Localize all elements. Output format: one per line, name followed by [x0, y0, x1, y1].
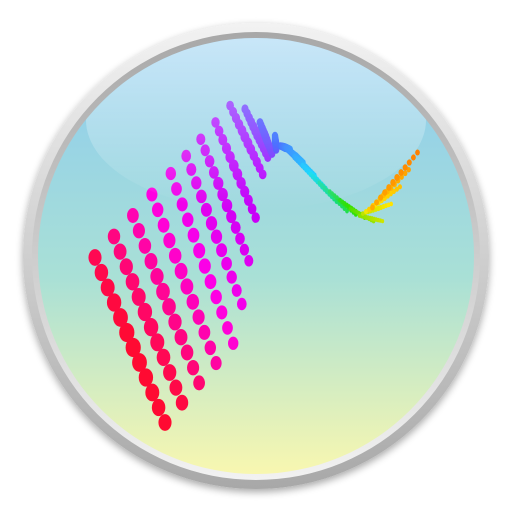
surface-dot-44: [163, 232, 176, 249]
surface-dot-34: [132, 222, 145, 239]
surface-dot-23: [107, 228, 121, 245]
surface-dot-302: [378, 194, 384, 201]
surface-dot-53: [198, 258, 211, 274]
surface-dot-26: [180, 344, 194, 361]
surface-dot-304: [386, 184, 392, 191]
surface-dot-311: [415, 149, 420, 156]
surface-dot-308: [402, 164, 408, 171]
surface-dot-21: [119, 258, 133, 276]
surface-dot-74: [235, 232, 245, 245]
surface-dot-54: [193, 243, 206, 259]
surface-dot-306: [394, 174, 400, 181]
surface-dot-6: [119, 322, 135, 343]
surface-dot-301: [374, 199, 380, 206]
surface-dot-7: [113, 308, 128, 327]
surface-dot-14: [163, 364, 177, 381]
surface-dot-8: [106, 293, 122, 312]
surface-dot-49: [222, 321, 233, 335]
surface-dot-17: [143, 318, 159, 337]
surface-dot-55: [187, 227, 200, 243]
surface-dot-37: [204, 340, 217, 356]
surface-dot-19: [131, 287, 146, 306]
surface-dot-45: [157, 217, 170, 233]
surface-dot-56: [182, 212, 194, 228]
surface-dot-76: [226, 210, 237, 224]
surface-dot-11: [88, 249, 102, 266]
surface-dot-15: [156, 348, 171, 367]
surface-dot-35: [127, 208, 139, 223]
surface-dot-39: [192, 309, 205, 325]
surface-dot-48: [228, 336, 239, 350]
surface-dot-275: [389, 201, 394, 207]
surface-dot-3: [138, 368, 154, 387]
surface-dot-60: [236, 297, 247, 311]
surface-dot-33: [138, 237, 152, 254]
surface-dot-36: [210, 356, 222, 371]
surface-dot-13: [169, 379, 183, 396]
surface-dot-38: [198, 324, 211, 340]
surface-dot-40: [186, 293, 200, 310]
surface-dot-300: [370, 204, 375, 211]
surface-dot-50: [216, 305, 228, 320]
surface-dot-52: [204, 274, 217, 290]
surface-dot-298: [402, 170, 408, 177]
surface-dot-309: [406, 159, 412, 166]
gloss-highlight: [86, 38, 426, 210]
surface-dot-0: [158, 414, 172, 431]
surface-dot-24: [193, 375, 205, 391]
surface-dot-28: [168, 313, 182, 331]
surface-dot-66: [205, 216, 218, 231]
surface-dot-43: [168, 247, 182, 264]
surface-dot-16: [150, 333, 165, 352]
surface-dot-25: [187, 359, 200, 376]
surface-dot-30: [156, 282, 170, 301]
surface-dot-10: [94, 263, 109, 282]
surface-dot-1: [151, 398, 166, 417]
surface-dot-12: [175, 394, 189, 411]
surface-dot-65: [210, 229, 223, 244]
surface-dot-20: [125, 273, 140, 291]
surface-dot-285: [391, 188, 396, 195]
surface-dot-75: [230, 221, 241, 234]
surface-dot-22: [113, 243, 127, 260]
surface-dot-64: [216, 243, 228, 258]
surface-dot-276: [364, 209, 368, 215]
surface-dot-31: [150, 267, 164, 285]
surface-dot-18: [137, 302, 153, 322]
surface-dot-307: [398, 169, 404, 176]
surface-dot-5: [125, 337, 141, 358]
surface-dot-51: [210, 289, 222, 305]
surface-dot-41: [180, 278, 194, 295]
surface-dot-9: [100, 278, 115, 297]
surface-dot-32: [144, 253, 158, 270]
surface-dot-303: [382, 189, 388, 196]
surface-dot-46: [151, 202, 164, 218]
surface-dot-84: [251, 212, 260, 223]
surface-dot-42: [174, 262, 188, 280]
surface-dot-27: [174, 329, 188, 346]
surface-dot-63: [221, 256, 232, 271]
surface-dot-310: [410, 154, 416, 161]
surface-dot-305: [390, 179, 396, 186]
surface-dot-287: [398, 184, 402, 190]
surface-dot-72: [244, 255, 254, 267]
surface-dot-263: [380, 218, 385, 224]
surface-dot-286: [394, 186, 399, 192]
surface-dot-2: [145, 383, 160, 402]
surface-dot-62: [226, 270, 237, 284]
surface-dot-29: [162, 298, 176, 316]
surface-dot-73: [239, 243, 250, 256]
surface-dot-4: [132, 353, 147, 372]
surface-dot-61: [231, 284, 242, 297]
